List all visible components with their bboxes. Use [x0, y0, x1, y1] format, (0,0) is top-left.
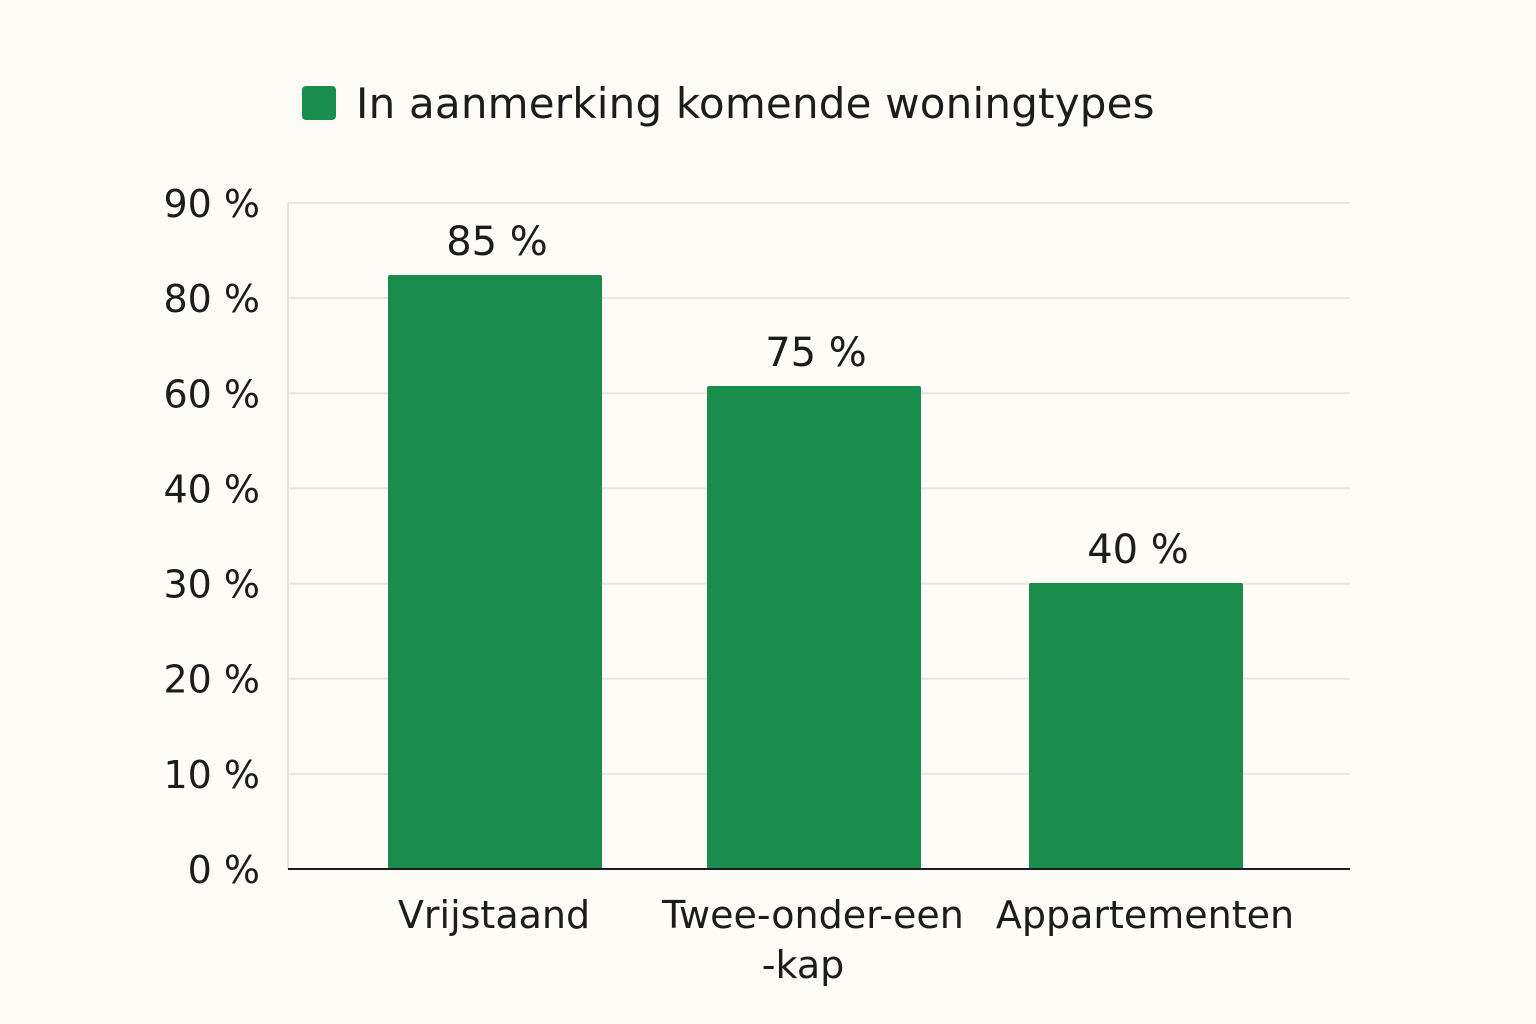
y-tick-label: 0 %	[188, 848, 260, 892]
bar-value-label: 85 %	[446, 219, 548, 265]
y-tick-label: 40 %	[163, 467, 260, 511]
x-tick-label: -kap	[762, 943, 844, 987]
y-tick-label: 90 %	[163, 182, 260, 226]
legend-label: In aanmerking komende woningtypes	[356, 78, 1155, 128]
x-tick-label: Vrijstaand	[398, 893, 590, 937]
chart-legend: In aanmerking komende woningtypes	[302, 78, 1155, 128]
legend-swatch	[302, 86, 336, 120]
y-tick-label: 80 %	[163, 277, 260, 321]
bar	[707, 386, 921, 869]
bar	[1029, 583, 1243, 869]
x-tick-label: Twee-onder-een	[661, 893, 964, 937]
bar	[388, 275, 602, 869]
x-tick-label: Appartementen	[996, 893, 1294, 937]
y-tick-label: 60 %	[163, 372, 260, 416]
bar-value-label: 40 %	[1087, 527, 1189, 573]
bar-value-label: 75 %	[765, 330, 867, 376]
y-tick-label: 10 %	[163, 753, 260, 797]
y-tick-label: 30 %	[163, 563, 260, 607]
y-tick-label: 20 %	[163, 658, 260, 702]
